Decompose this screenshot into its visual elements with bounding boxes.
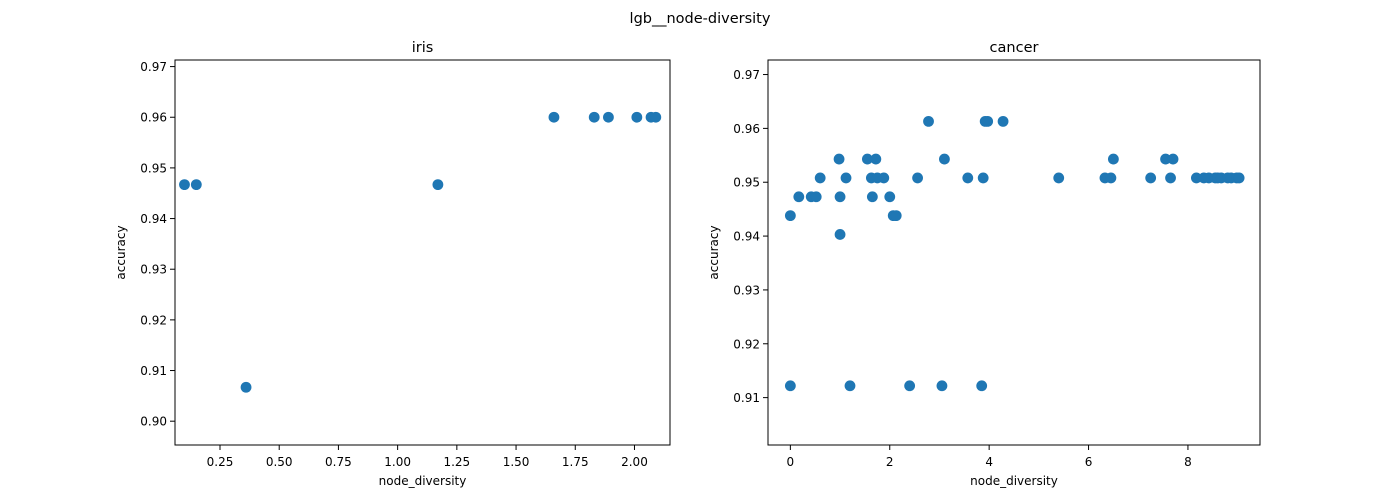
data-point (890, 210, 902, 222)
data-point (878, 172, 890, 184)
scatter-points (784, 115, 1245, 392)
data-point (840, 172, 852, 184)
data-point (1233, 172, 1245, 184)
x-tick-label: 1.25 (443, 455, 470, 469)
data-point (870, 153, 882, 165)
data-point (834, 191, 846, 203)
data-point (912, 172, 923, 184)
x-tick-label: 0.25 (207, 455, 234, 469)
panel-iris: 0.25 0.50 0.75 1.00 1.25 1.50 1.75 2.00 0.90 0.91… (114, 40, 671, 488)
y-tick-label: 0.97 (733, 68, 760, 82)
x-axis-label: node_diversity (970, 474, 1058, 488)
data-point (834, 229, 846, 240)
data-point (814, 172, 826, 184)
data-point (588, 111, 600, 123)
panel-title: cancer (990, 40, 1039, 56)
data-point (179, 179, 190, 191)
data-point (884, 191, 896, 203)
data-point (1145, 172, 1157, 184)
data-point (784, 210, 796, 222)
data-point (997, 115, 1009, 127)
y-tick-label: 0.94 (140, 212, 167, 226)
x-tick-label: 2 (886, 455, 894, 469)
panel-title: iris (412, 40, 434, 56)
panels: 0.25 0.50 0.75 1.00 1.25 1.50 1.75 2.00 0.90 0.91… (114, 40, 1261, 488)
y-axis-label: accuracy (707, 225, 721, 279)
x-axis-label: node_diversity (379, 474, 467, 488)
data-point (861, 153, 873, 165)
y-tick-label: 0.95 (733, 176, 760, 190)
data-point (1105, 172, 1117, 184)
panel-cancer: 0 2 4 6 8 0.91 0.92 0.93 0.94 0.95 0.96 0.97 cancer n… (707, 40, 1261, 488)
y-tick-label: 0.91 (140, 364, 167, 378)
x-tick-label: 1.75 (562, 455, 589, 469)
data-point (962, 172, 974, 184)
data-point (936, 380, 948, 392)
data-point (982, 115, 994, 127)
x-tick-label: 1.50 (503, 455, 530, 469)
data-point (432, 179, 444, 191)
x-tick-label: 1.00 (384, 455, 411, 469)
y-tick-label: 0.92 (140, 313, 167, 327)
data-point (844, 380, 856, 392)
y-tick-label: 0.97 (140, 60, 167, 74)
x-tick-label: 0 (787, 455, 795, 469)
x-tick-label: 0.75 (325, 455, 352, 469)
data-point (1190, 172, 1202, 184)
y-tick-label: 0.96 (140, 111, 167, 125)
y-tick-label: 0.94 (733, 230, 760, 244)
data-point (631, 111, 643, 123)
y-tick-label: 0.93 (733, 283, 760, 297)
figure-title: lgb__node-diversity (630, 11, 771, 27)
data-point (1165, 172, 1176, 184)
data-point (866, 191, 878, 203)
data-point (548, 111, 560, 123)
data-point (923, 115, 934, 127)
y-tick-label: 0.90 (140, 415, 167, 429)
data-point (1167, 153, 1179, 165)
data-point (1107, 153, 1119, 165)
y-axis-label: accuracy (114, 225, 128, 279)
x-tick-label: 8 (1184, 455, 1192, 469)
data-point (793, 191, 805, 203)
axes-frame (767, 59, 1261, 446)
data-point (650, 111, 662, 123)
data-point (190, 179, 202, 191)
data-point (603, 111, 614, 123)
x-tick-label: 0.50 (266, 455, 293, 469)
data-point (976, 380, 988, 392)
y-tick-label: 0.91 (733, 391, 760, 405)
data-point (810, 191, 822, 203)
data-point (904, 380, 916, 392)
data-point (833, 153, 845, 165)
x-tick-label: 4 (985, 455, 993, 469)
y-tick-label: 0.96 (733, 122, 760, 136)
data-point (1160, 153, 1171, 165)
x-tick-label: 6 (1085, 455, 1093, 469)
y-tick-label: 0.92 (733, 337, 760, 351)
data-point (240, 381, 252, 393)
data-point (784, 380, 796, 392)
x-tick-label: 2.00 (621, 455, 648, 469)
scatter-points (179, 111, 662, 393)
y-tick-label: 0.93 (140, 263, 167, 277)
axes-frame (174, 59, 671, 446)
data-point (1053, 172, 1065, 184)
data-point (939, 153, 950, 165)
data-point (977, 172, 989, 184)
y-tick-label: 0.95 (140, 161, 167, 175)
